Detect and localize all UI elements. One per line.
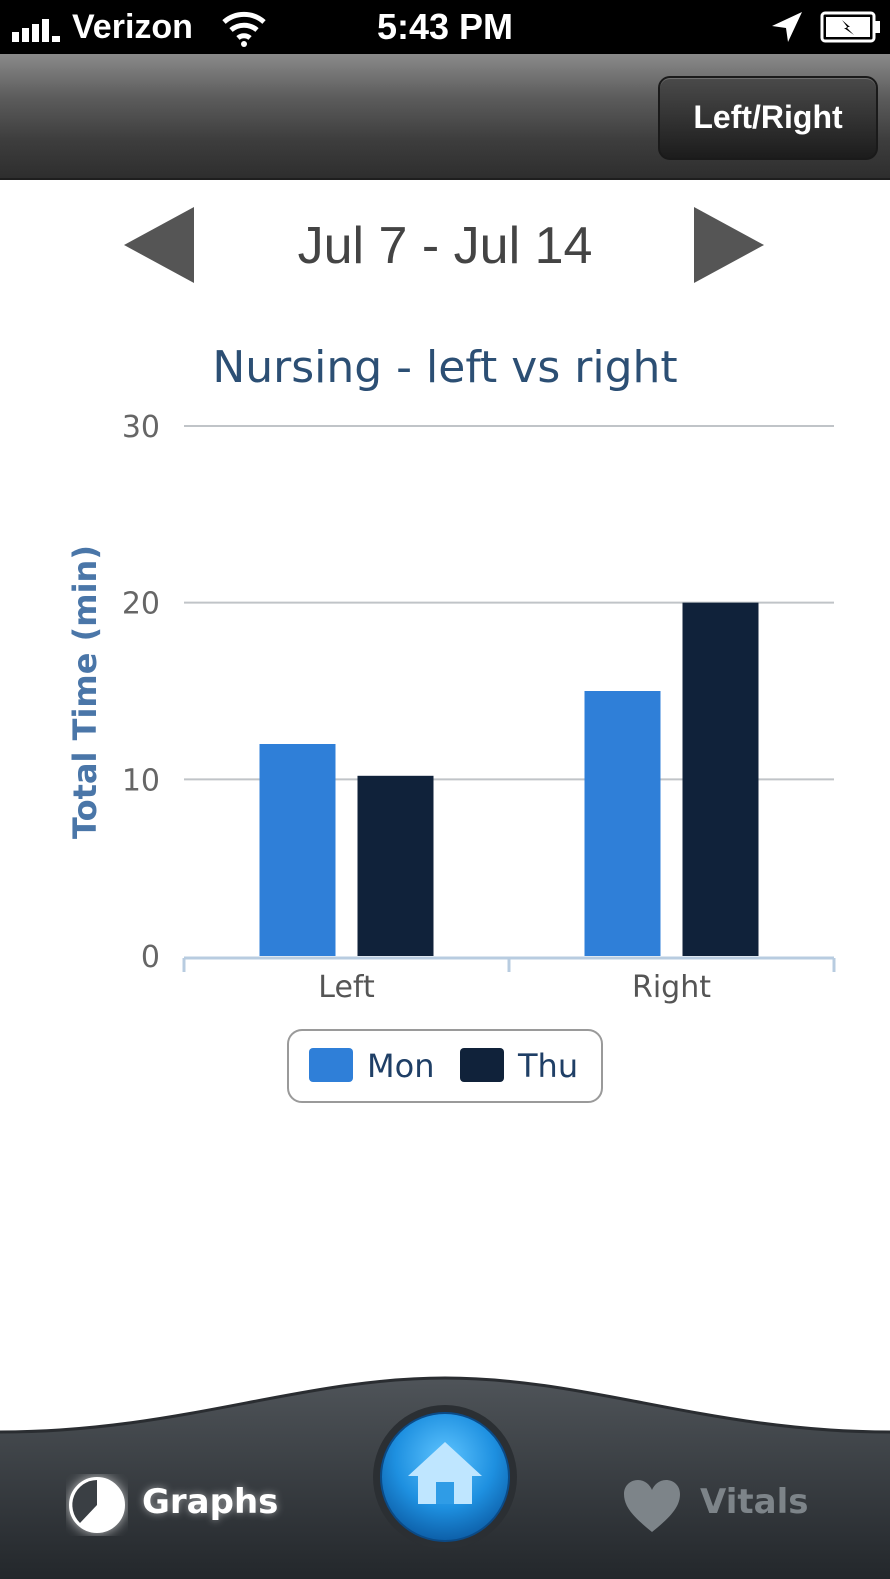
y-tick-label: 0 <box>141 940 160 975</box>
heart-icon[interactable] <box>622 1478 682 1534</box>
legend-label-thu: Thu <box>517 1047 578 1085</box>
legend-box <box>287 1029 603 1103</box>
x-tick-label: Right <box>632 970 711 1005</box>
chart-legend: Mon Thu <box>287 1029 603 1103</box>
bar-thu-right <box>682 602 759 956</box>
home-button[interactable] <box>372 1404 518 1550</box>
legend-label-mon: Mon <box>367 1047 434 1085</box>
date-range-label: Jul 7 - Jul 14 <box>297 217 593 275</box>
y-tick-label: 10 <box>122 763 160 798</box>
date-range-selector: Jul 7 - Jul 14 <box>0 200 890 290</box>
battery-icon <box>820 11 880 43</box>
bars <box>259 602 759 956</box>
bar-mon-right <box>584 691 661 956</box>
y-tick-label: 20 <box>122 587 160 622</box>
location-arrow-icon <box>772 12 802 42</box>
y-tick-label: 30 <box>122 410 160 445</box>
legend-swatch-mon <box>309 1048 353 1082</box>
home-icon <box>408 1442 482 1504</box>
x-tick-label: Left <box>318 970 375 1005</box>
clock: 5:43 PM <box>376 6 514 47</box>
nursing-bar-chart: Nursing - left vs right Total Time (min)… <box>66 342 836 1103</box>
next-week-button[interactable] <box>692 205 766 285</box>
wifi-icon <box>222 11 266 47</box>
tab-graphs[interactable]: Graphs <box>142 1482 279 1522</box>
tab-vitals[interactable]: Vitals <box>700 1482 809 1522</box>
carrier-name: Verizon <box>72 8 193 46</box>
x-axis: Left Right <box>182 956 836 1005</box>
navigation-bar: Left/Right <box>0 54 890 180</box>
pie-icon[interactable] <box>66 1474 128 1536</box>
legend-swatch-thu <box>460 1048 504 1082</box>
bar-mon-left <box>259 744 336 956</box>
signal-strength-icon <box>12 19 60 42</box>
status-bar: Verizon 5:43 PM <box>0 0 890 54</box>
bar-thu-left <box>357 775 434 956</box>
previous-week-button[interactable] <box>122 205 196 285</box>
y-axis-label: Total Time (min) <box>66 545 104 839</box>
left-right-button[interactable]: Left/Right <box>658 76 878 160</box>
chart-title: Nursing - left vs right <box>212 342 677 393</box>
y-axis-ticks: 0 10 20 30 <box>122 410 160 975</box>
